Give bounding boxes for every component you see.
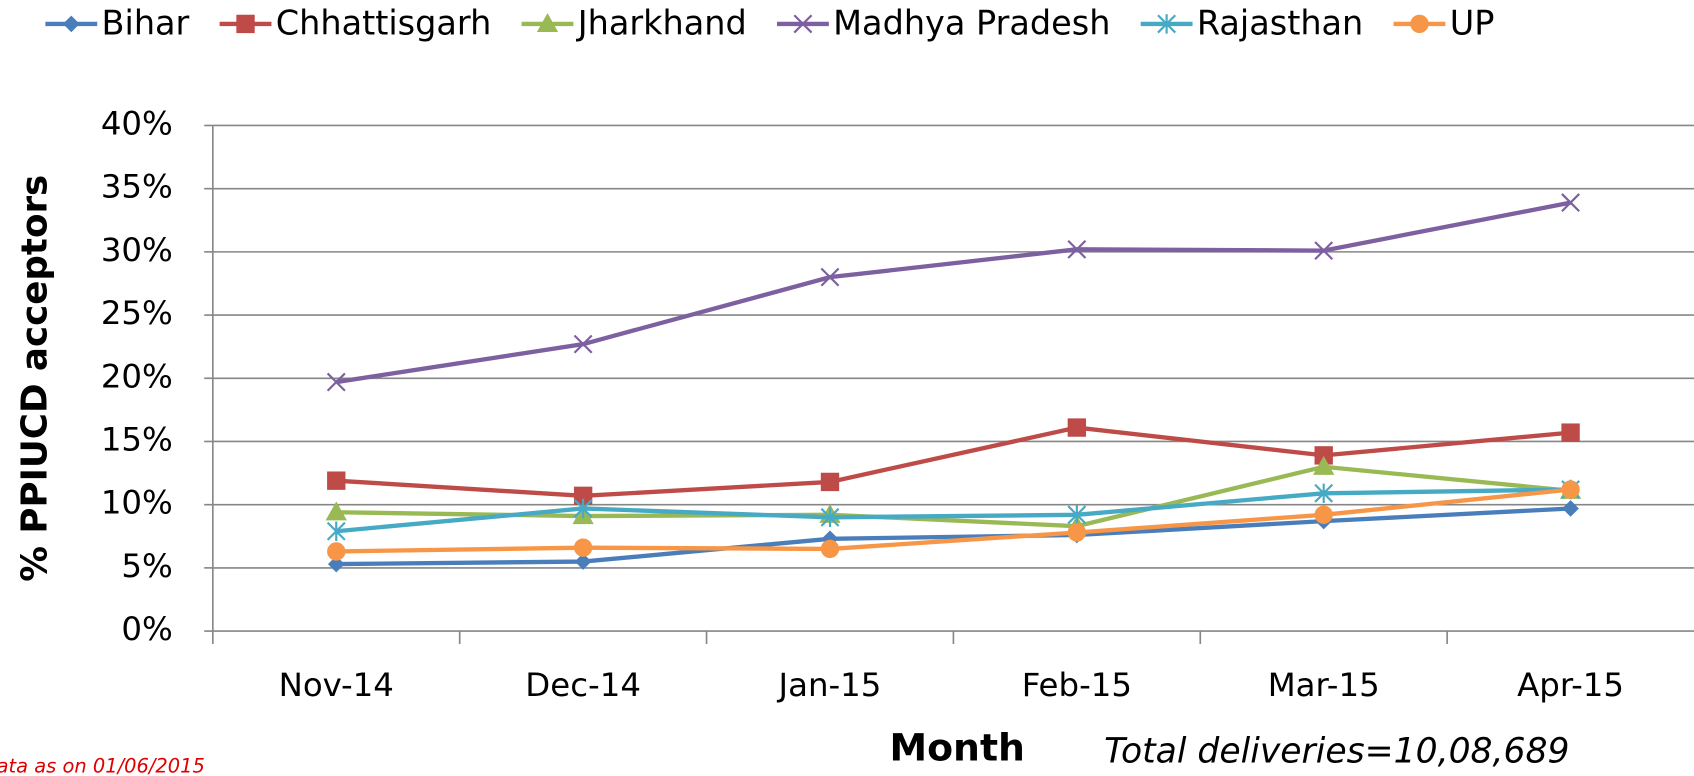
- marker: [62, 15, 80, 33]
- marker: [325, 501, 347, 521]
- marker: [820, 472, 840, 492]
- footnote: Data as on 01/06/2015: [0, 755, 205, 776]
- marker: [793, 14, 813, 34]
- y-axis-label: % PPIUCD acceptors: [15, 175, 56, 582]
- legend-label: Chhattisgarh: [276, 4, 492, 43]
- x-tick-label: Nov-14: [279, 666, 394, 704]
- legend-label: UP: [1450, 4, 1495, 43]
- line: [336, 487, 1571, 554]
- legend-label: Jharkhand: [576, 4, 747, 43]
- x-tick-label: Mar-15: [1268, 666, 1380, 704]
- marker: [573, 334, 593, 354]
- marker: [574, 553, 592, 570]
- x-tick-label: Feb-15: [1022, 666, 1132, 704]
- legend-item: Bihar: [45, 4, 190, 43]
- marker: [573, 538, 593, 557]
- marker: [1067, 239, 1087, 259]
- marker: [1067, 418, 1087, 437]
- marker: [1067, 523, 1087, 542]
- marker: [1314, 241, 1334, 261]
- marker: [1562, 500, 1579, 517]
- x-tick-label: Dec-14: [525, 666, 641, 704]
- marker: [1314, 483, 1334, 504]
- marker: [327, 555, 345, 573]
- marker: [326, 521, 346, 541]
- legend-label: Bihar: [102, 4, 190, 43]
- legend-label: Rajasthan: [1197, 4, 1363, 43]
- marker: [1314, 505, 1333, 524]
- legend-item: UP: [1393, 4, 1495, 43]
- marker: [820, 539, 840, 559]
- legend-item: Jharkhand: [521, 4, 747, 43]
- line: [336, 425, 1571, 498]
- marker: [1410, 14, 1429, 34]
- marker: [327, 542, 346, 561]
- legend-label: Madhya Pradesh: [833, 4, 1110, 43]
- legend-item: Rajasthan: [1140, 4, 1363, 43]
- marker: [1067, 505, 1087, 525]
- marker: [236, 14, 255, 34]
- marker: [1157, 14, 1177, 34]
- y-tick-label: 40%: [101, 104, 173, 142]
- marker: [536, 13, 559, 33]
- marker: [1561, 423, 1580, 442]
- y-tick-label: 30%: [101, 231, 173, 269]
- y-tick-label: 35%: [101, 168, 173, 206]
- line: [336, 506, 1571, 567]
- marker: [1561, 193, 1580, 212]
- marker: [327, 471, 346, 490]
- legend-item: Madhya Pradesh: [776, 4, 1110, 43]
- x-axis-label: Month: [889, 725, 1024, 769]
- line: [336, 487, 1571, 534]
- legend-item: Chhattisgarh: [219, 4, 492, 43]
- y-tick-label: 0%: [121, 610, 172, 648]
- line: [335, 200, 1571, 385]
- x-tick-label: Apr-15: [1517, 666, 1624, 704]
- marker: [820, 267, 840, 287]
- marker: [573, 498, 593, 519]
- y-tick-label: 10%: [101, 484, 173, 522]
- x-tick-label: Jan-15: [777, 666, 882, 704]
- marker: [1561, 480, 1580, 499]
- y-tick-label: 20%: [101, 357, 173, 395]
- y-tick-label: 5%: [121, 547, 172, 585]
- y-tick-label: 25%: [101, 294, 173, 332]
- marker: [1313, 455, 1335, 475]
- y-tick-label: 15%: [101, 420, 173, 458]
- line: [336, 464, 1571, 529]
- marker: [326, 372, 346, 392]
- annotation: Total deliveries=10,08,689: [1104, 732, 1569, 772]
- marker: [820, 507, 840, 528]
